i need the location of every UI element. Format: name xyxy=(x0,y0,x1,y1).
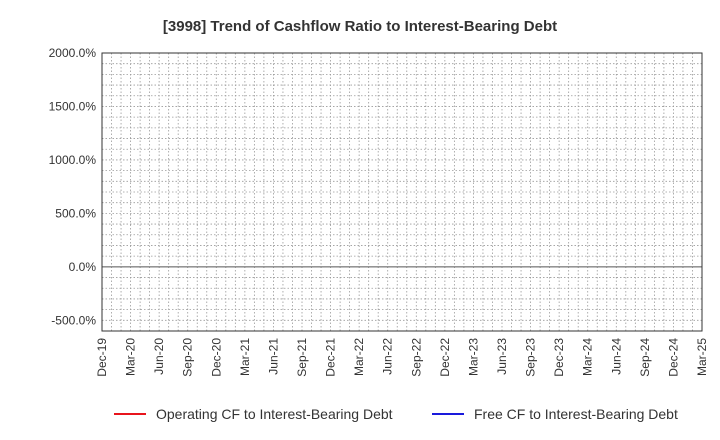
x-tick-label: Dec-20 xyxy=(209,338,223,377)
x-tick-label: Jun-24 xyxy=(609,338,623,375)
x-tick-label: Mar-24 xyxy=(581,338,595,376)
y-tick-label: -500.0% xyxy=(51,313,96,327)
chart-title: [3998] Trend of Cashflow Ratio to Intere… xyxy=(163,18,557,35)
plot-frame xyxy=(101,52,703,332)
x-tick-label: Jun-21 xyxy=(266,338,280,375)
x-tick-label: Sep-20 xyxy=(181,338,195,377)
x-tick-label: Dec-24 xyxy=(666,338,680,377)
x-tick-label: Mar-22 xyxy=(352,338,366,376)
x-tick-label: Jun-20 xyxy=(152,338,166,375)
x-tick-label: Mar-25 xyxy=(695,338,709,376)
x-tick-label: Dec-23 xyxy=(552,338,566,377)
legend: Operating CF to Interest-Bearing Debt Fre… xyxy=(114,406,678,422)
grid xyxy=(102,53,702,331)
x-tick-label: Sep-24 xyxy=(638,338,652,377)
y-tick-label: 0.0% xyxy=(69,260,97,274)
x-tick-label: Sep-21 xyxy=(295,338,309,377)
y-tick-label: 500.0% xyxy=(55,206,96,220)
x-tick-label: Dec-22 xyxy=(438,338,452,377)
y-tick-label: 2000.0% xyxy=(49,46,97,60)
x-tick-label: Mar-21 xyxy=(238,338,252,376)
y-tick-label: 1000.0% xyxy=(49,153,97,167)
x-tick-label: Dec-21 xyxy=(324,338,338,377)
legend-label-free-cf: Free CF to Interest-Bearing Debt xyxy=(474,406,678,422)
x-tick-label: Jun-22 xyxy=(381,338,395,375)
x-axis: Dec-19 Mar-20 Jun-20 Sep-20 Dec-20 Mar-21 Jun-… xyxy=(95,338,709,377)
x-tick-label: Mar-20 xyxy=(124,338,138,376)
y-axis: -500.0% 0.0% 500.0% 1000.0% 1500.0% 2000.0% xyxy=(49,46,97,327)
x-tick-label: Mar-23 xyxy=(466,338,480,376)
y-tick-label: 1500.0% xyxy=(49,99,97,113)
x-tick-label: Dec-19 xyxy=(95,338,109,377)
x-tick-label: Sep-23 xyxy=(524,338,538,377)
legend-label-operating-cf: Operating CF to Interest-Bearing Debt xyxy=(156,406,393,422)
x-tick-label: Jun-23 xyxy=(495,338,509,375)
x-tick-label: Sep-22 xyxy=(409,338,423,377)
